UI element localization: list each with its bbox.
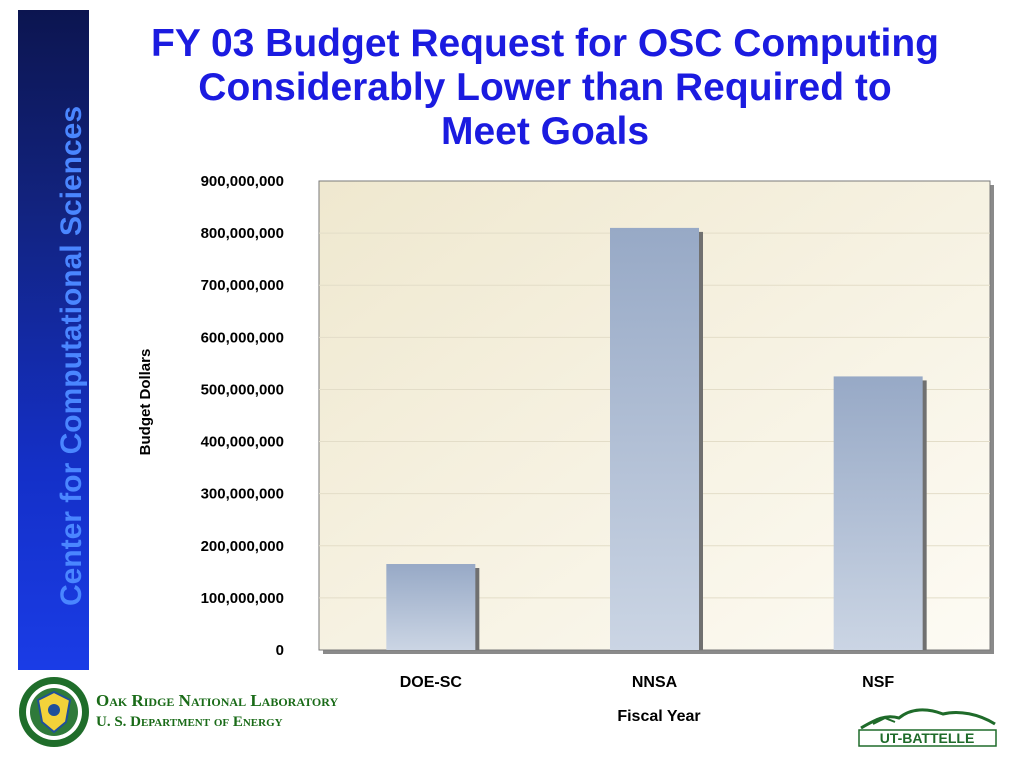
y-tick-label: 600,000,000 — [201, 329, 284, 346]
x-tick-label: NSF — [862, 674, 894, 691]
y-tick-label: 900,000,000 — [201, 173, 284, 190]
x-tick-label: DOE-SC — [400, 674, 463, 691]
x-axis-label: Fiscal Year — [617, 708, 700, 725]
x-tick-labels: DOE-SC NNSA NSF — [400, 674, 895, 691]
x-tick-label: NNSA — [632, 674, 678, 691]
y-axis-label: Budget Dollars — [137, 349, 154, 456]
doe-seal-logo — [19, 677, 89, 747]
lab-name-block: Oak Ridge National Laboratory U. S. Depa… — [96, 690, 338, 732]
y-tick-label: 700,000,000 — [201, 277, 284, 294]
bar-nnsa — [610, 227, 699, 650]
y-tick-label: 0 — [276, 642, 284, 659]
y-tick-label: 400,000,000 — [201, 434, 284, 451]
page-title: FY 03 Budget Request for OSC Computing C… — [151, 22, 939, 153]
y-tick-label: 200,000,000 — [201, 538, 284, 555]
bar-nsf — [833, 376, 923, 650]
ut-battelle-logo: UT-BATTELLE — [858, 708, 997, 747]
bars — [386, 227, 927, 650]
y-tick-label: 500,000,000 — [201, 381, 284, 398]
sidebar-banner: Center for Computational Sciences — [18, 10, 89, 670]
y-tick-label: 800,000,000 — [201, 225, 284, 242]
ut-battelle-logo-text: UT-BATTELLE — [880, 730, 975, 746]
bar-doe-sc — [386, 564, 476, 650]
y-tick-label: 300,000,000 — [201, 486, 284, 503]
y-tick-label: 100,000,000 — [201, 590, 284, 607]
y-tick-labels: 0 100,000,000 200,000,000 300,000,000 400,00… — [201, 173, 284, 659]
department-name: U. S. Department of Energy — [96, 714, 283, 730]
lab-name: Oak Ridge National Laboratory — [96, 691, 339, 710]
